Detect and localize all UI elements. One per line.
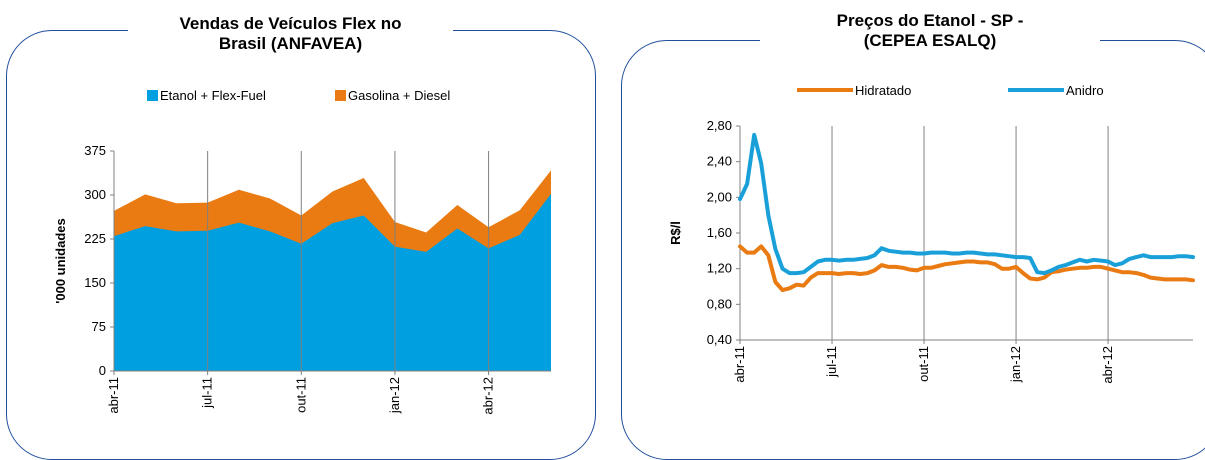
x-tick-label: jan-12 [387, 377, 402, 414]
y-tick-label: 375 [84, 143, 106, 158]
y-tick-label: 1,20 [707, 261, 732, 276]
x-tick-label: jul-11 [824, 346, 839, 378]
y-tick-label: 300 [84, 187, 106, 202]
x-tick-label: abr-12 [1100, 346, 1115, 384]
series-line-anidro [738, 132, 1195, 276]
y-tick-label: 2,00 [707, 189, 732, 204]
precos-line-chart: Hidratado Anidro 0,40 0,80 1,20 1,60 2,00 2,40 2… [668, 83, 1195, 384]
x-tick-label: abr-11 [732, 346, 747, 383]
x-tick-label: jan-12 [1008, 346, 1023, 383]
legend-label: Gasolina + Diesel [348, 88, 450, 103]
chart-title-vendas: Vendas de Veículos Flex no Brasil (ANFAV… [128, 14, 453, 54]
vendas-area-chart: Etanol + Flex-Fuel Gasolina + Diesel 0 75 15… [53, 88, 551, 415]
y-tick-label: 2,40 [707, 154, 732, 169]
x-tick-label: out-11 [916, 346, 931, 382]
legend-label: Anidro [1066, 83, 1104, 98]
x-tick-label: out-11 [293, 377, 308, 413]
legend-label: Hidratado [855, 83, 911, 98]
chart-title-line: Brasil (ANFAVEA) [218, 34, 363, 53]
y-tick-label: 1,60 [707, 225, 732, 240]
y-axis-label: '000 unidades [53, 218, 68, 303]
y-tick-label: 150 [84, 275, 106, 290]
chart-title-precos: Preços do Etanol - SP - (CEPEA ESALQ) [760, 11, 1100, 51]
chart-title-line: (CEPEA ESALQ) [863, 31, 997, 50]
y-tick-label: 2,80 [707, 118, 732, 133]
y-tick-label: 225 [84, 231, 106, 246]
y-tick-label: 0 [99, 363, 106, 378]
series-line-hidratado [738, 244, 1195, 293]
y-tick-label: 75 [92, 319, 106, 334]
x-tick-label: jul-11 [200, 377, 215, 409]
area-series-etanol-flex [114, 193, 551, 371]
chart-title-line: Vendas de Veículos Flex no [179, 14, 402, 33]
y-axis-label: R$/l [668, 221, 683, 245]
x-tick-label: abr-12 [481, 377, 496, 415]
legend-swatch [147, 90, 158, 101]
legend-label: Etanol + Flex-Fuel [160, 88, 266, 103]
y-tick-label: 0,80 [707, 296, 732, 311]
legend-swatch [335, 90, 346, 101]
chart-title-line: Preços do Etanol - SP - [836, 11, 1024, 30]
y-tick-label: 0,40 [707, 332, 732, 347]
x-tick-label: abr-11 [106, 377, 121, 414]
